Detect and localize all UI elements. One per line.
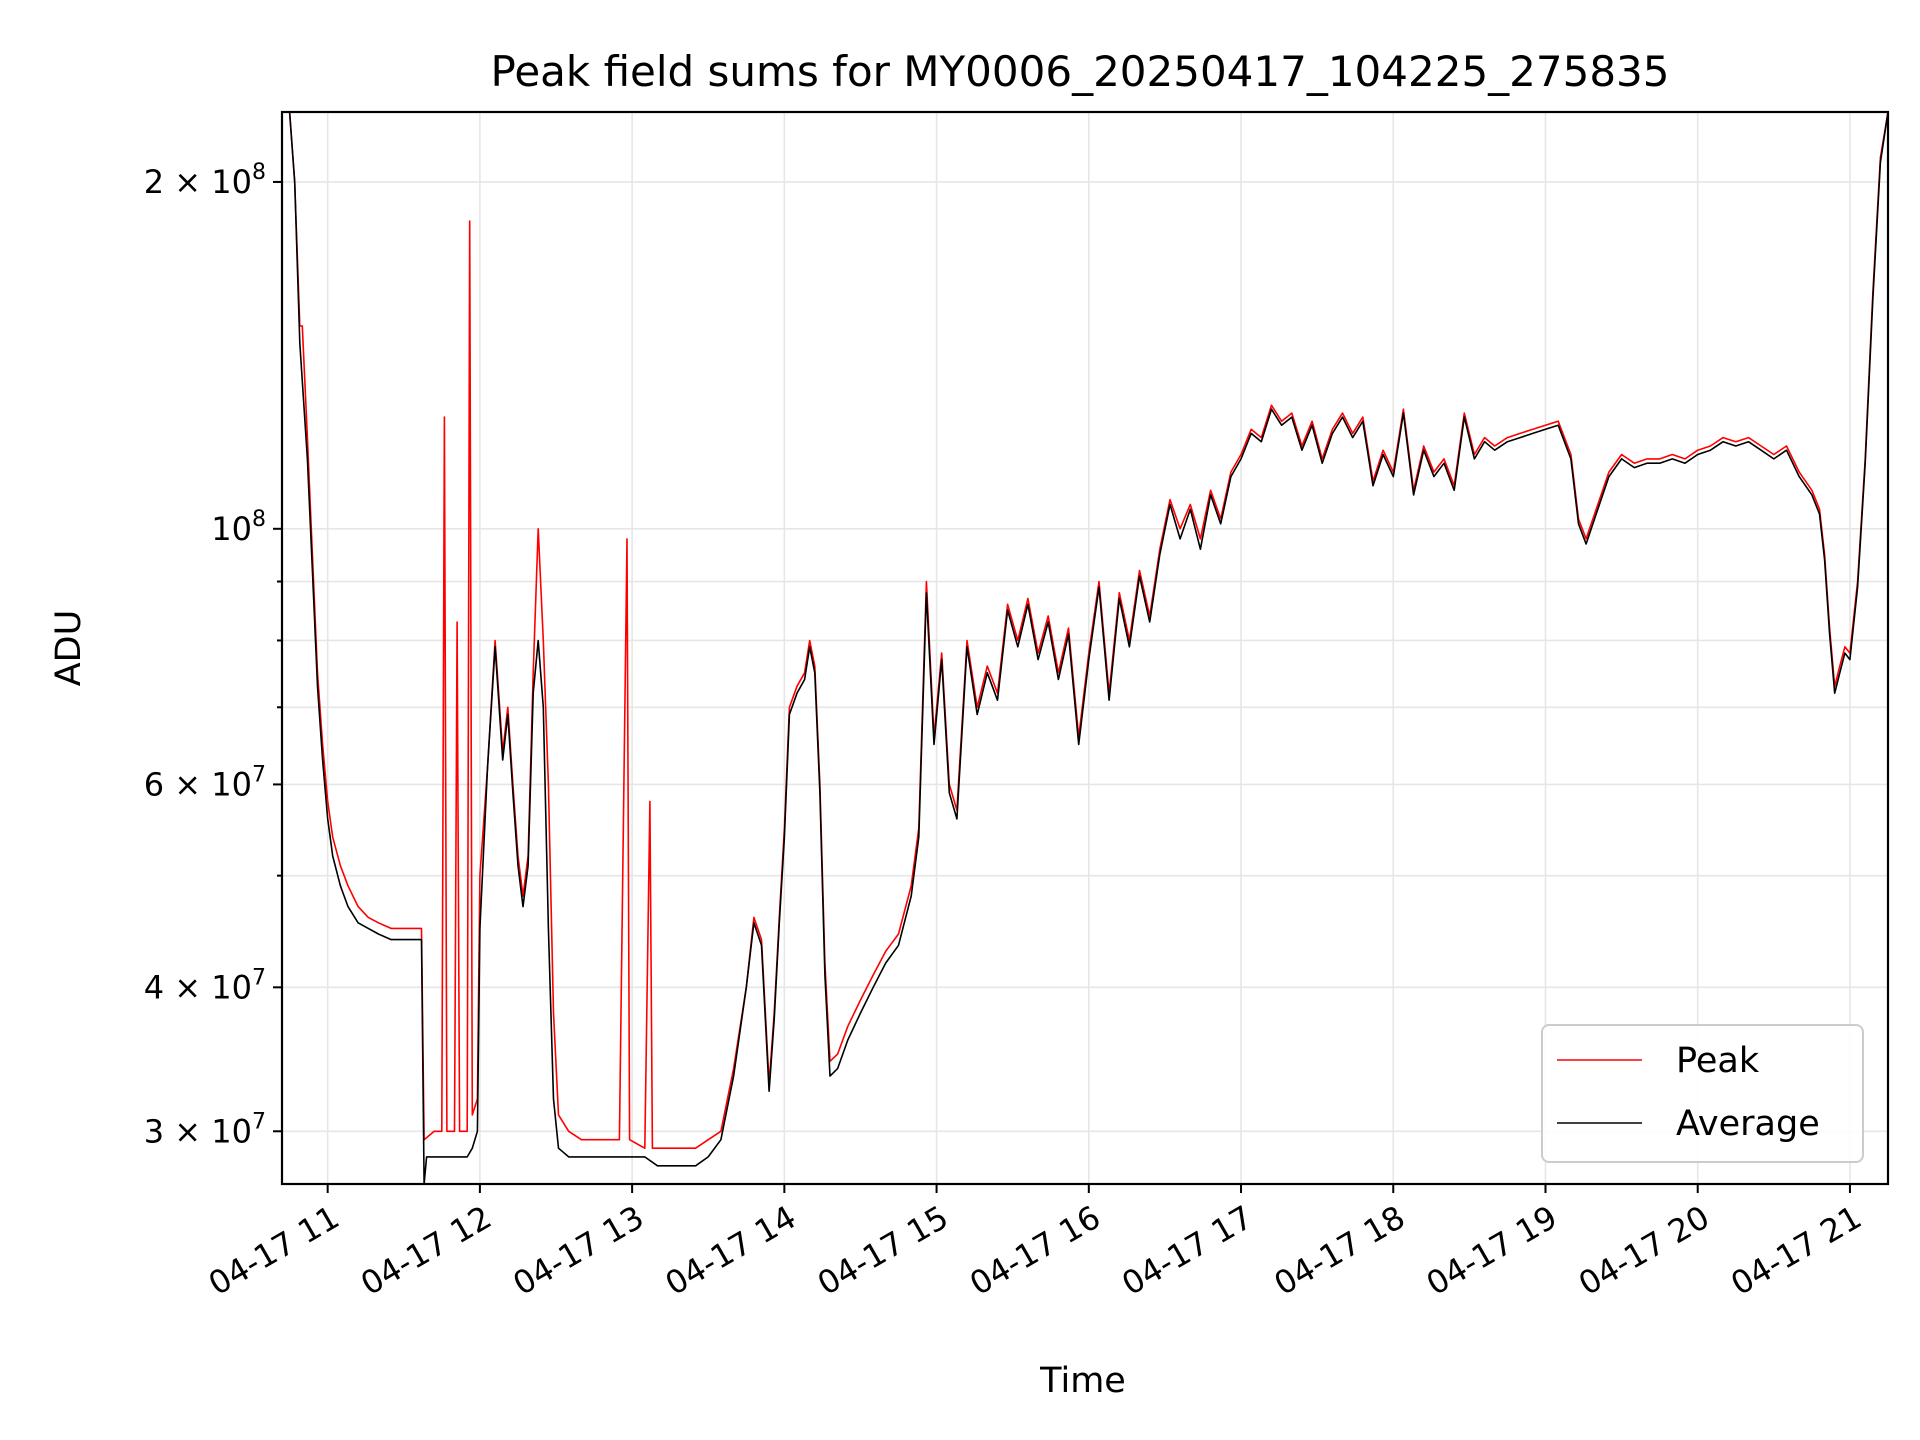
y-tick-mantissa: 3 × 10	[144, 1112, 252, 1150]
y-tick-label: 3 × 107	[144, 1109, 266, 1150]
series-line-average	[288, 111, 1889, 1185]
y-tick-base: 10	[211, 510, 252, 548]
y-axis-label: ADU	[49, 610, 89, 687]
y-tick-label: 2 × 108	[144, 160, 266, 201]
y-tick-exponent: 7	[252, 1109, 266, 1134]
series-layer	[288, 111, 1889, 1185]
y-tick-label: 108	[211, 507, 266, 548]
chart-title: Peak field sums for MY0006_20250417_1042…	[490, 47, 1669, 96]
y-tick-label: 6 × 107	[144, 762, 266, 803]
y-tick-mantissa: 6 × 10	[144, 765, 252, 803]
y-tick-exponent: 8	[252, 160, 266, 185]
y-tick-label: 4 × 107	[144, 965, 266, 1006]
legend: Peak Average	[1541, 1024, 1864, 1163]
series-line-peak	[288, 111, 1889, 1149]
x-axis-label: Time	[1039, 1361, 1126, 1401]
y-tick-mantissa: 2 × 10	[144, 163, 252, 201]
legend-label-peak: Peak	[1676, 1041, 1760, 1081]
y-tick-exponent: 7	[252, 762, 266, 787]
plot-frame	[280, 110, 1890, 1186]
y-tick-exponent: 7	[252, 965, 266, 990]
legend-label-average: Average	[1676, 1104, 1820, 1144]
y-tick-mantissa: 4 × 10	[144, 968, 252, 1006]
y-tick-exponent: 8	[252, 507, 266, 532]
